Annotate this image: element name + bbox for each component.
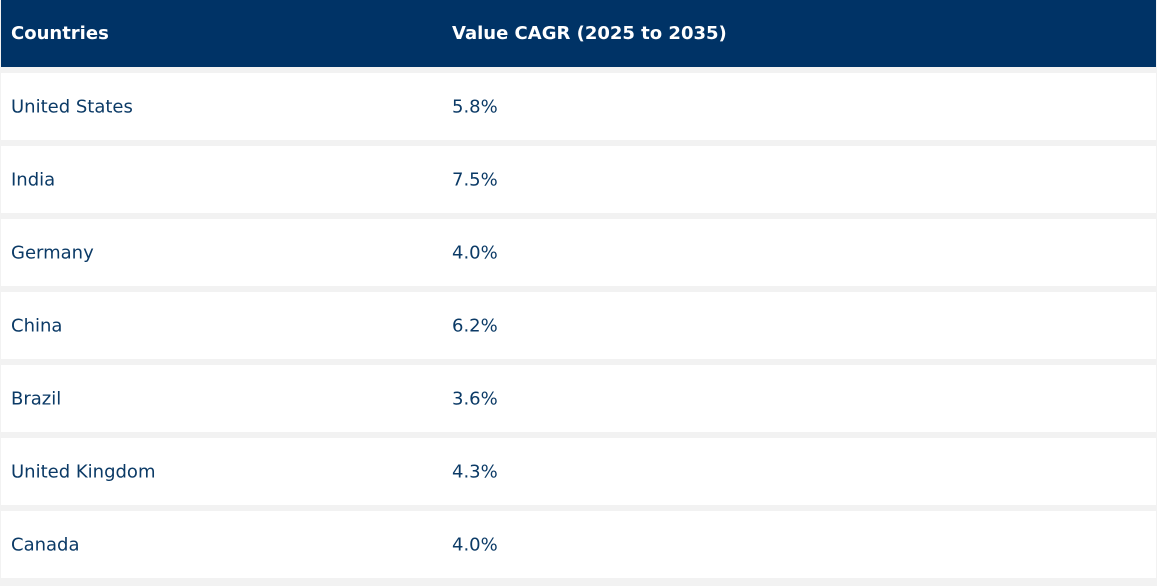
cagr-cell: 4.0% bbox=[452, 534, 498, 555]
header-value-cagr: Value CAGR (2025 to 2035) bbox=[452, 23, 727, 44]
table-row: Brazil 3.6% bbox=[1, 365, 1156, 432]
cagr-cell: 7.5% bbox=[452, 169, 498, 190]
country-cell: Brazil bbox=[11, 388, 62, 409]
country-cell: China bbox=[11, 315, 63, 336]
table-row: United States 5.8% bbox=[1, 73, 1156, 140]
cagr-cell: 4.3% bbox=[452, 461, 498, 482]
header-countries: Countries bbox=[11, 23, 109, 44]
country-cell: India bbox=[11, 169, 56, 190]
table-row: United Kingdom 4.3% bbox=[1, 438, 1156, 505]
country-cell: Germany bbox=[11, 242, 94, 263]
country-cell: United States bbox=[11, 96, 133, 117]
country-cell: United Kingdom bbox=[11, 461, 156, 482]
table-row: India 7.5% bbox=[1, 146, 1156, 213]
cagr-cell: 4.0% bbox=[452, 242, 498, 263]
cagr-cell: 3.6% bbox=[452, 388, 498, 409]
table-row: Germany 4.0% bbox=[1, 219, 1156, 286]
table-row: China 6.2% bbox=[1, 292, 1156, 359]
cagr-cell: 5.8% bbox=[452, 96, 498, 117]
table-header: Countries Value CAGR (2025 to 2035) bbox=[1, 0, 1156, 67]
table-row: Canada 4.0% bbox=[1, 511, 1156, 578]
country-cell: Canada bbox=[11, 534, 80, 555]
cagr-cell: 6.2% bbox=[452, 315, 498, 336]
